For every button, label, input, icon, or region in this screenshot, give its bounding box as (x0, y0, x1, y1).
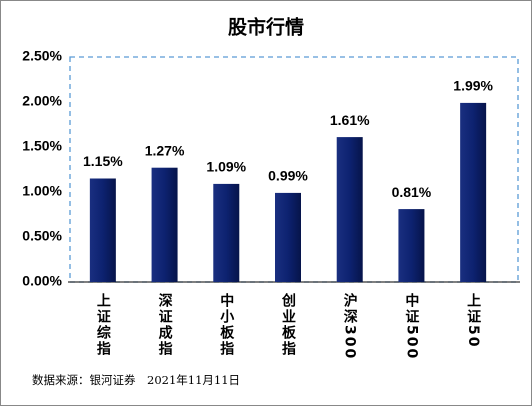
x-tick-label: 上证50 (465, 293, 481, 348)
value-label: 0.99% (268, 168, 308, 184)
x-tick-label: 创业板指 (280, 292, 297, 357)
value-label: 1.61% (330, 112, 370, 128)
x-tick-label: 沪深300 (342, 292, 358, 360)
x-tick-label: 上证综指 (95, 293, 111, 357)
value-label: 1.09% (206, 159, 246, 175)
bar (336, 137, 363, 282)
chart-title: 股市行情 (228, 16, 304, 39)
y-tick-label: 2.00% (22, 93, 62, 109)
bar (151, 167, 178, 282)
value-label: 1.99% (453, 78, 493, 94)
bar (213, 183, 240, 282)
value-label: 1.27% (145, 142, 185, 158)
y-tick-label: 0.00% (22, 273, 62, 289)
source-note: 数据来源：银河证券 2021年11月11日 (32, 373, 240, 387)
bar (460, 102, 487, 283)
y-tick-label: 1.00% (22, 183, 62, 199)
y-tick-label: 1.50% (22, 138, 62, 154)
x-tick-label: 中证500 (403, 292, 419, 360)
bar (89, 178, 116, 282)
bar (398, 209, 425, 282)
bar (275, 192, 301, 282)
y-tick-label: 0.50% (22, 228, 62, 244)
x-tick-label: 深证成指 (157, 292, 173, 357)
value-label: 0.81% (392, 184, 432, 200)
x-tick-label: 中小板指 (218, 292, 234, 357)
value-label: 1.15% (83, 153, 123, 169)
y-tick-label: 2.50% (22, 48, 62, 64)
plot-border (69, 56, 519, 283)
